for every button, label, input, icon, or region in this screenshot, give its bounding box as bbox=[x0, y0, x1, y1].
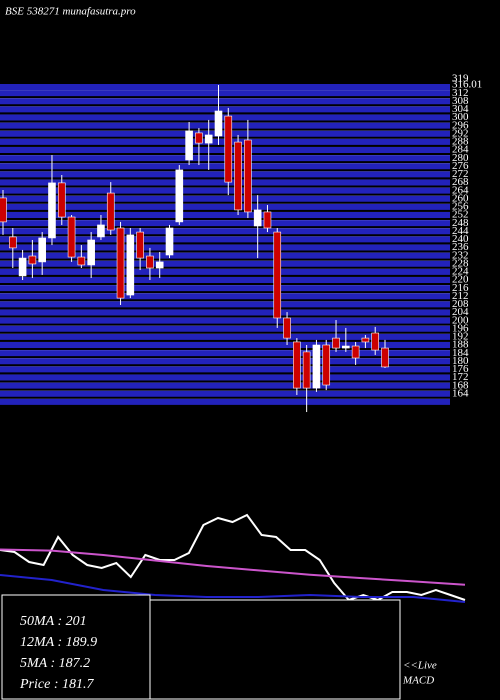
y-tick-label: 220 bbox=[452, 274, 469, 286]
chart-title: BSE 538271 munafasutra.pro bbox=[5, 6, 136, 18]
candle-body bbox=[155, 261, 164, 269]
y-tick-label: 264 bbox=[452, 184, 469, 196]
y-tick-label: 296 bbox=[452, 119, 469, 131]
candle-body bbox=[8, 236, 17, 249]
candle-body bbox=[57, 182, 66, 218]
candle-body bbox=[244, 139, 252, 213]
macd-box bbox=[149, 599, 401, 700]
y-tick-label: 276 bbox=[452, 160, 469, 172]
candle-body bbox=[204, 134, 213, 144]
y-tick-label: 252 bbox=[452, 209, 469, 221]
candle-body bbox=[28, 255, 37, 265]
info-text: 12MA : 189.9 bbox=[20, 635, 97, 650]
y-tick-label: 288 bbox=[452, 136, 469, 148]
y-tick-label: 312 bbox=[452, 87, 469, 99]
y-tick-label: 176 bbox=[452, 363, 469, 375]
candle-body bbox=[185, 130, 193, 161]
y-tick-label: 240 bbox=[452, 233, 469, 245]
y-tick-label: 308 bbox=[452, 95, 469, 107]
y-tick-label: 236 bbox=[452, 241, 469, 253]
candle-body bbox=[116, 227, 125, 299]
candle-body bbox=[67, 216, 76, 258]
candle-body bbox=[0, 197, 7, 223]
candle-body bbox=[87, 239, 95, 266]
y-tick-label: 292 bbox=[452, 127, 469, 139]
macd-label: <<Live bbox=[403, 660, 437, 672]
y-tick-label: 196 bbox=[452, 322, 469, 334]
indicator-line bbox=[0, 548, 466, 586]
info-text: Price : 181.7 bbox=[19, 677, 94, 692]
candle-body bbox=[234, 141, 242, 211]
y-tick-label: 200 bbox=[452, 314, 469, 326]
candle-body bbox=[146, 255, 154, 269]
y-tick-label: 188 bbox=[452, 339, 469, 351]
y-tick-label: 300 bbox=[452, 111, 469, 123]
y-tick-label: 304 bbox=[452, 103, 469, 115]
y-tick-label: 260 bbox=[452, 192, 469, 204]
candle-body bbox=[371, 332, 380, 351]
candle-body bbox=[38, 237, 46, 263]
candle-body bbox=[97, 224, 105, 238]
y-tick-label: 192 bbox=[452, 331, 469, 343]
y-tick-label: 216 bbox=[452, 282, 469, 294]
y-tick-label: 228 bbox=[452, 257, 469, 269]
candle-body bbox=[253, 209, 262, 227]
candle-body bbox=[175, 169, 184, 223]
candle-body bbox=[283, 317, 291, 339]
y-tick-label: 256 bbox=[452, 201, 469, 213]
candle-body bbox=[361, 337, 370, 343]
y-tick-label: 248 bbox=[452, 217, 469, 229]
candle-body bbox=[126, 234, 135, 296]
macd-label: MACD bbox=[402, 675, 434, 687]
candle-body bbox=[351, 345, 360, 359]
info-text: 5MA : 187.2 bbox=[20, 656, 90, 671]
candle-body bbox=[263, 211, 272, 229]
candle-body bbox=[77, 256, 86, 266]
candle-body bbox=[224, 115, 233, 183]
indicator-line bbox=[0, 574, 466, 603]
candle-body bbox=[293, 341, 301, 389]
y-tick-label: 268 bbox=[452, 176, 469, 188]
y-tick-label: 204 bbox=[452, 306, 469, 318]
y-tick-label: 232 bbox=[452, 249, 469, 261]
y-tick-label: 272 bbox=[452, 168, 469, 180]
y-tick-label: 316.01 bbox=[452, 79, 482, 91]
y-tick-label: 208 bbox=[452, 298, 469, 310]
y-tick-label: 168 bbox=[452, 379, 469, 391]
y-tick-label: 212 bbox=[452, 290, 469, 302]
y-tick-label: 244 bbox=[452, 225, 469, 237]
candle-body bbox=[381, 347, 389, 368]
y-tick-label: 280 bbox=[452, 152, 469, 164]
indicator-line bbox=[0, 513, 466, 602]
info-text: 50MA : 201 bbox=[20, 614, 87, 629]
y-tick-label: 180 bbox=[452, 355, 469, 367]
candle-body bbox=[332, 337, 340, 349]
candle-body bbox=[312, 344, 321, 389]
candle-body bbox=[165, 227, 174, 256]
candle-body bbox=[273, 231, 282, 319]
candle-body bbox=[302, 351, 311, 389]
y-tick-label: 224 bbox=[452, 266, 469, 278]
candle-body bbox=[48, 182, 56, 239]
candle-body bbox=[18, 257, 27, 277]
y-tick-label: 184 bbox=[452, 347, 469, 359]
candle-body bbox=[106, 192, 115, 231]
y-tick-label: 172 bbox=[452, 371, 469, 383]
candle-body bbox=[322, 344, 331, 386]
y-tick-label: 319 bbox=[452, 73, 469, 85]
y-tick-label: 164 bbox=[452, 387, 469, 399]
candle-body bbox=[195, 132, 203, 144]
candle-body bbox=[136, 231, 144, 259]
candle-body bbox=[342, 345, 350, 349]
info-box bbox=[1, 594, 151, 700]
candle-body bbox=[214, 110, 223, 137]
y-tick-label: 284 bbox=[452, 144, 469, 156]
